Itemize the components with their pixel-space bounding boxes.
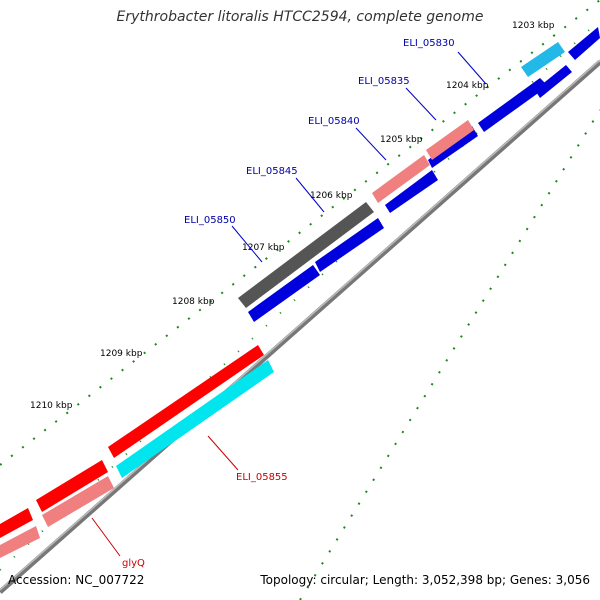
gene-label-eli05835: ELI_05835 [358, 76, 410, 87]
gene-pink-3 [42, 476, 114, 527]
gene-lightblue [521, 42, 565, 77]
tick-1207: 1207 kbp [242, 243, 285, 253]
tick-1210: 1210 kbp [30, 401, 73, 411]
gene-gray [238, 202, 374, 308]
cds-eli05850 [385, 170, 438, 213]
gene-track-upper [238, 42, 565, 308]
gene-pink-1 [426, 120, 474, 160]
map-title: Erythrobacter litoralis HTCC2594, comple… [116, 9, 484, 25]
gene-label-eli05830: ELI_05830 [403, 38, 455, 49]
gene-track-lower [0, 345, 274, 558]
genome-summary-label: Topology: circular; Length: 3,052,398 bp… [260, 573, 590, 587]
tick-1203: 1203 kbp [512, 21, 555, 31]
gene-labels: ELI_05830 ELI_05835 ELI_05840 ELI_05845 … [122, 38, 455, 569]
cds-eli05845 [428, 126, 478, 168]
cds-fwd-7 [248, 265, 320, 322]
gene-pink-2 [372, 155, 430, 203]
gene-pink-4 [0, 526, 40, 558]
gene-red-2 [36, 460, 108, 512]
gene-red-1 [108, 345, 264, 458]
accession-label: Accession: NC_007722 [8, 573, 145, 587]
gene-label-glyq: glyQ [122, 558, 145, 569]
forward-cds-track [248, 27, 600, 322]
genome-backbone [0, 59, 600, 594]
gene-label-eli05845: ELI_05845 [246, 166, 298, 177]
cds-eli05835 [478, 78, 548, 132]
tick-1205: 1205 kbp [380, 135, 423, 145]
gene-label-eli05840: ELI_05840 [308, 116, 360, 127]
cds-eli05855-fwd [315, 218, 384, 272]
gene-label-eli05855: ELI_05855 [236, 472, 288, 483]
tick-1204: 1204 kbp [446, 81, 489, 91]
tick-1209: 1209 kbp [100, 349, 143, 359]
label-leader-lines [91, 51, 487, 557]
cds-eli05840 [535, 65, 572, 98]
gene-red-3 [0, 508, 33, 538]
kbp-tick-labels: 1203 kbp 1204 kbp 1205 kbp 1206 kbp 1207… [30, 21, 555, 411]
cds-eli05830 [568, 27, 600, 60]
gene-cyan [116, 360, 274, 478]
tick-1206: 1206 kbp [310, 191, 353, 201]
tick-1208: 1208 kbp [172, 297, 215, 307]
gene-label-eli05850: ELI_05850 [184, 215, 236, 226]
